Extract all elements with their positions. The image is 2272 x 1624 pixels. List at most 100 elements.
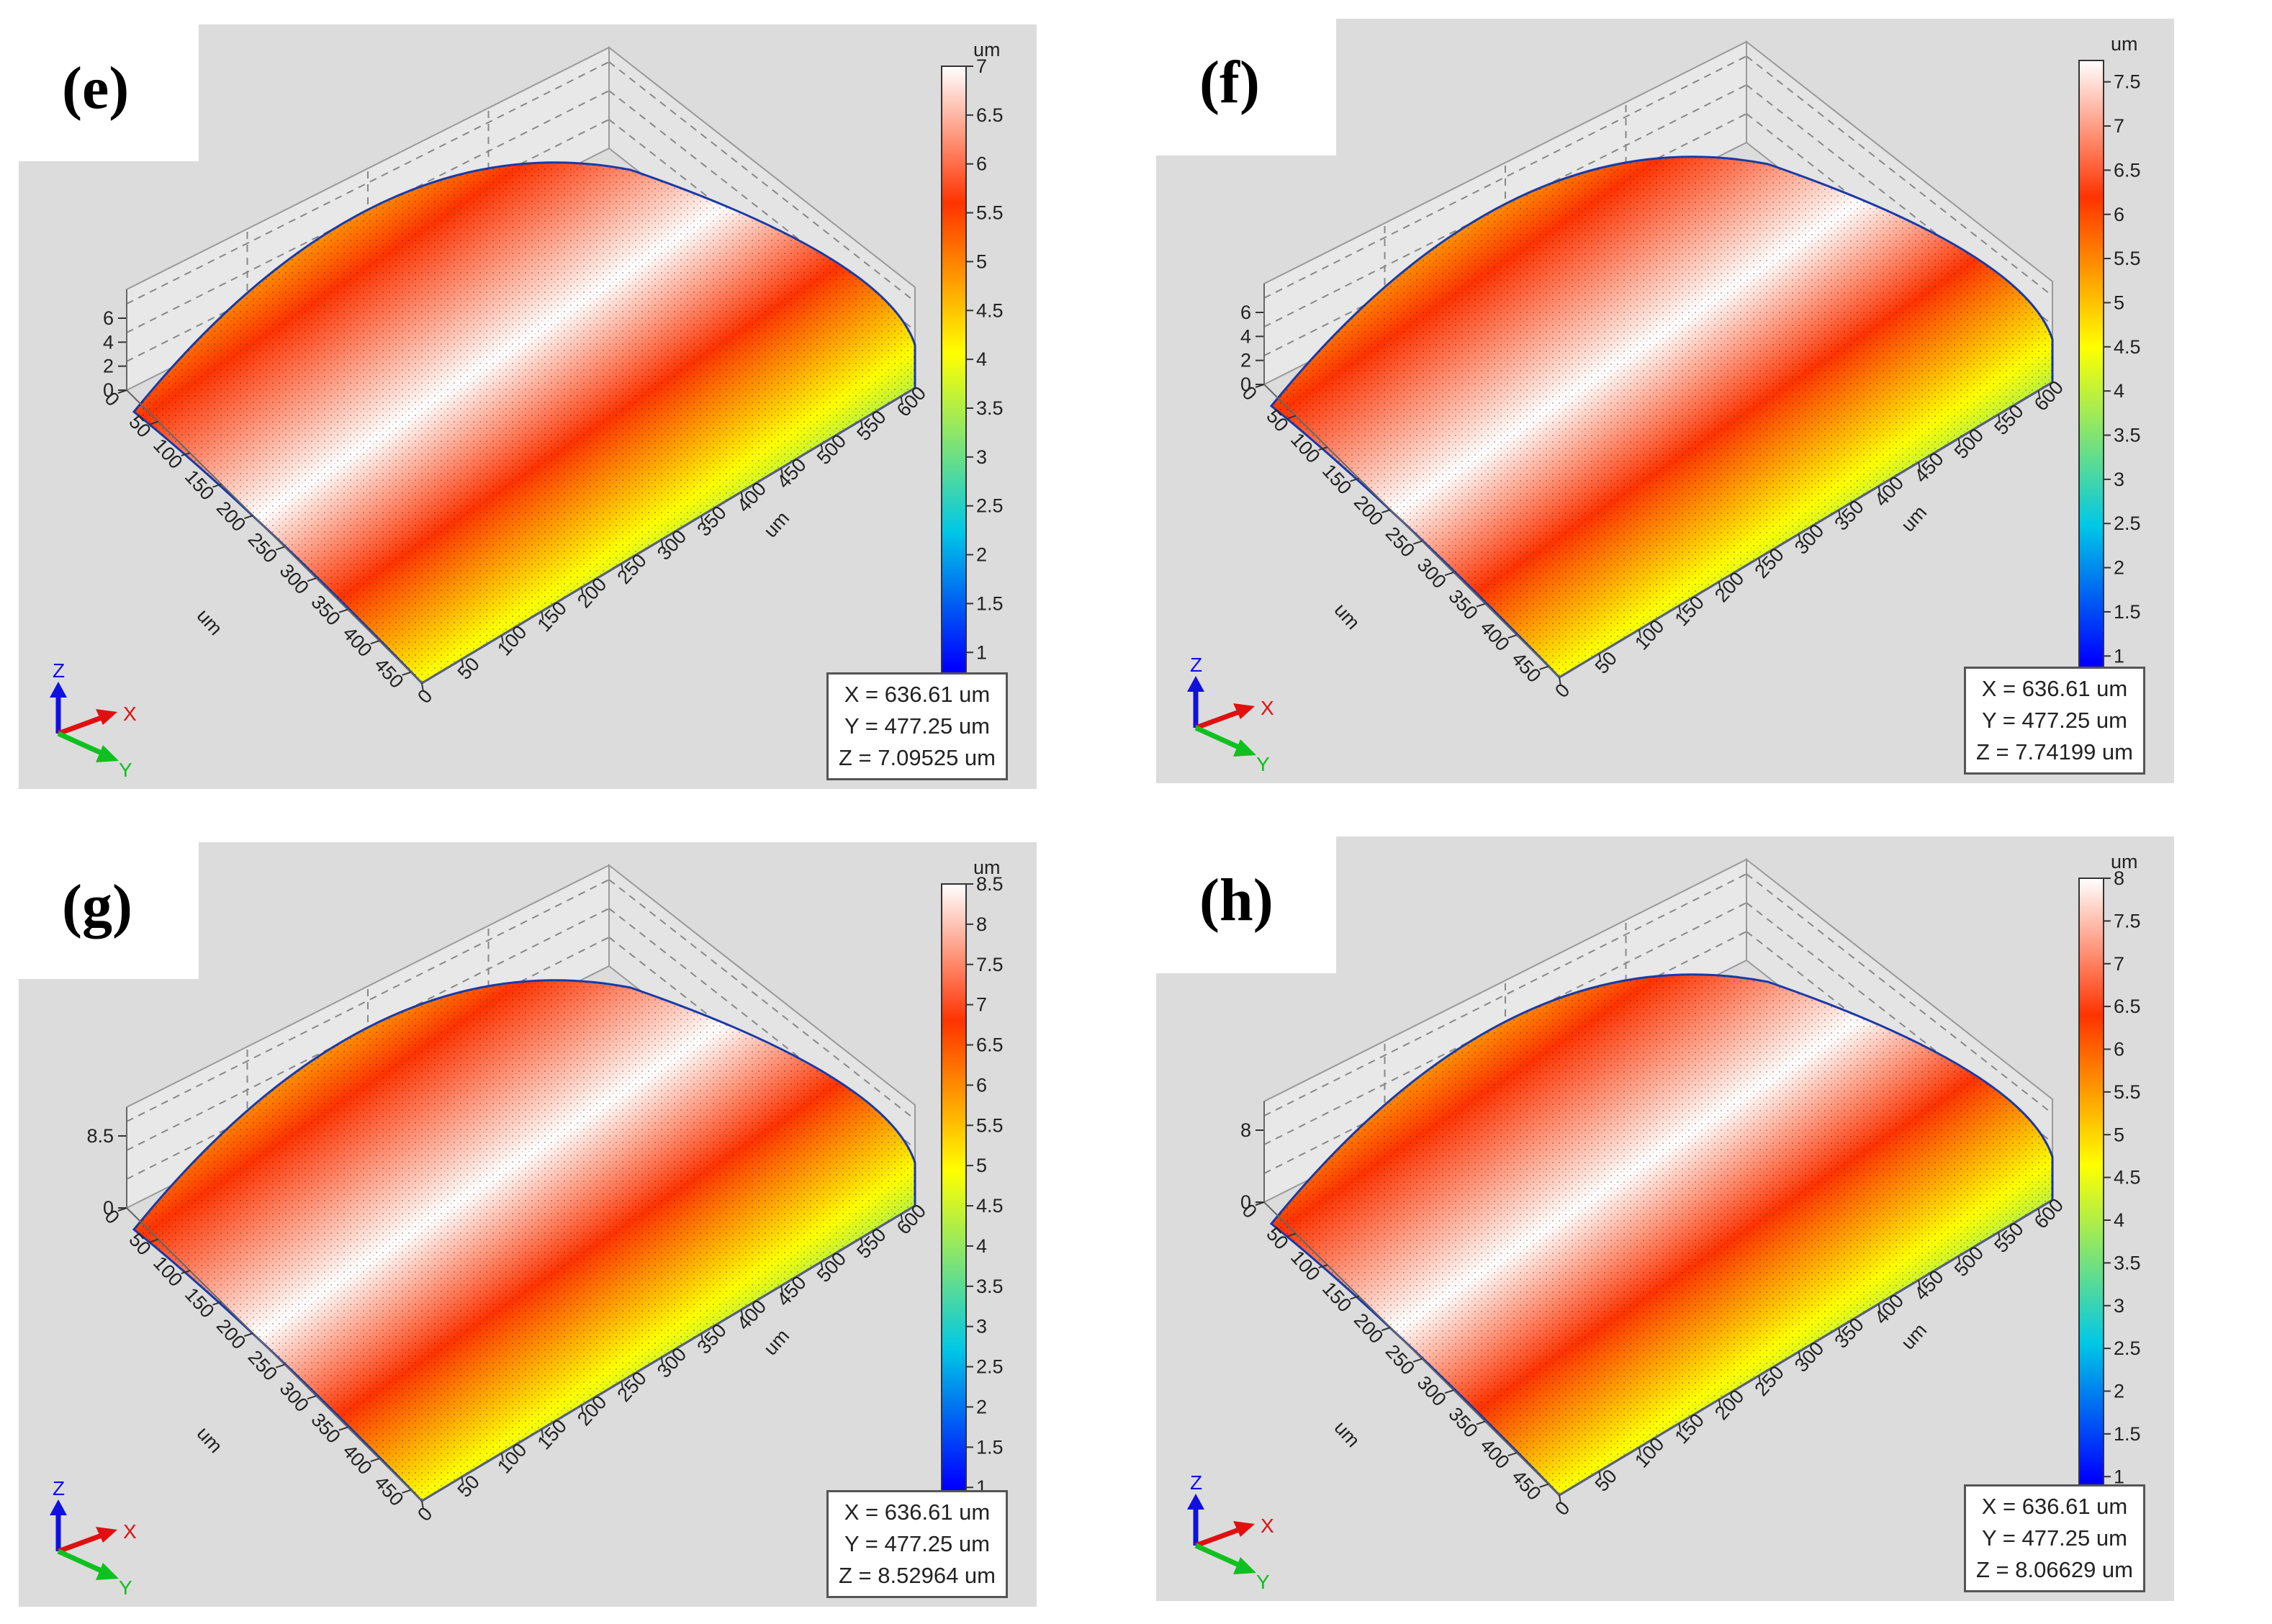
colorbar-unit-label: um <box>973 857 1001 878</box>
colorbar-tick-label: 6.5 <box>2114 159 2141 181</box>
triad-z-label: Z <box>53 1477 65 1499</box>
colorbar-unit-label: um <box>973 39 1001 60</box>
colorbar-tick-label: 7.5 <box>976 954 1004 975</box>
colorbar-tick-label: 7 <box>976 55 987 77</box>
colorbar-tick-label: 4.5 <box>2114 336 2141 358</box>
colorbar-tick-label: 3.5 <box>976 397 1004 419</box>
colorbar-tick-label: 1.5 <box>2114 601 2141 623</box>
readout-line: Z = 7.09525 um <box>839 745 996 770</box>
colorbar-tick-label: 3 <box>2114 1295 2124 1317</box>
colorbar-tick-label: 5.5 <box>2114 248 2141 269</box>
surface-plot: 050100150200250300350400450um05010015020… <box>1187 851 2141 1593</box>
colorbar-unit-label: um <box>2111 33 2138 55</box>
panel-label: (g) <box>19 842 199 979</box>
colorbar-tick-label: 1 <box>976 641 987 663</box>
colorbar-tick-label: 7.5 <box>2114 71 2141 93</box>
coordinate-readout: X = 636.61 um Y = 477.25 um Z = 8.06629 um <box>1964 1484 2145 1592</box>
surface-plot: 050100150200250300350400450um05010015020… <box>1187 33 2141 775</box>
height-surface <box>132 979 916 1502</box>
colorbar-tick-label: 5 <box>976 251 987 272</box>
colorbar-tick-label: 3 <box>976 446 987 468</box>
x-tick-label: 0 <box>1551 1497 1574 1520</box>
colorbar-tick-label: 5.5 <box>976 1114 1004 1136</box>
colorbar-tick-label: 6 <box>2114 1039 2124 1060</box>
panel-label-text: (f) <box>1199 49 1260 116</box>
triad-x-label: X <box>1261 1515 1274 1537</box>
colorbar-tick-label: 7.5 <box>2114 910 2141 931</box>
triad-z-label: Z <box>1190 654 1202 676</box>
z-tick-label: 8 <box>1240 1119 1251 1141</box>
x-axis-label: um <box>1897 502 1931 536</box>
axis-triad-icon: Z X Y <box>50 659 137 781</box>
triad-z-label: Z <box>1190 1471 1202 1494</box>
z-tick-label: 0 <box>103 1197 114 1219</box>
colorbar-tick-label: 3 <box>976 1316 987 1337</box>
triad-z-label: Z <box>53 659 65 682</box>
triad-x-label: X <box>1261 697 1274 719</box>
readout-line: Y = 477.25 um <box>1982 708 2127 733</box>
y-axis-label: um <box>1330 599 1364 633</box>
readout-line: Z = 7.74199 um <box>1976 739 2133 764</box>
x-axis-label: um <box>1897 1320 1931 1354</box>
panel-label: (f) <box>1156 19 1336 155</box>
colorbar-tick-label: 1.5 <box>976 1436 1004 1458</box>
readout-line: X = 636.61 um <box>844 1499 991 1525</box>
colorbar-tick-label: 2 <box>2114 1381 2124 1402</box>
colorbar-tick-label: 3 <box>2114 469 2124 490</box>
readout-line: Y = 477.25 um <box>844 713 990 739</box>
colorbar-tick-label: 6.5 <box>976 104 1004 126</box>
colorbar-tick-label: 4.5 <box>976 299 1004 321</box>
colorbar-tick-label: 2.5 <box>2114 513 2141 534</box>
colorbar-tick-label: 6 <box>976 153 987 175</box>
colorbar-tick-label: 4 <box>976 1235 987 1257</box>
colorbar-tick-label: 5.5 <box>976 202 1004 224</box>
colorbar-tick-label: 3.5 <box>2114 1252 2141 1273</box>
x-axis-label: um <box>759 1325 793 1360</box>
panel-label-text: (e) <box>62 55 130 122</box>
colorbar-unit-label: um <box>2111 851 2138 872</box>
colorbar <box>2078 60 2104 745</box>
panel-label: (e) <box>19 24 199 161</box>
colorbar-tick-label: 2 <box>2114 557 2124 579</box>
triad-y-label: Y <box>1256 1571 1270 1593</box>
readout-line: X = 636.61 um <box>844 682 991 707</box>
triad-x-label: X <box>123 703 137 725</box>
y-axis-label: um <box>1330 1417 1364 1451</box>
y-axis-label: um <box>193 1422 227 1457</box>
z-tick-label: 0 <box>1240 1191 1251 1213</box>
x-axis-label: um <box>759 508 793 542</box>
colorbar-tick-label: 6.5 <box>976 1034 1004 1056</box>
height-surface <box>1269 155 2054 679</box>
colorbar-tick-label: 2.5 <box>976 1356 1004 1378</box>
triad-y-label: Y <box>119 759 132 781</box>
colorbar-tick-label: 1.5 <box>976 592 1004 614</box>
readout-line: X = 636.61 um <box>1981 676 2128 701</box>
colorbar-tick-label: 3.5 <box>2114 425 2141 446</box>
colorbar-tick-label: 4.5 <box>976 1195 1004 1217</box>
panel-label: (h) <box>1156 836 1336 973</box>
readout-line: X = 636.61 um <box>1981 1494 2128 1519</box>
readout-line: Z = 8.06629 um <box>1976 1557 2133 1582</box>
colorbar-tick-label: 8.5 <box>976 873 1004 895</box>
triad-x-label: X <box>123 1520 137 1543</box>
surface-panel-h: 0 50 100 150 200 250 300 350 400 450 um 0 50 100 150 20… <box>1156 836 2174 1601</box>
z-tick-label: 4 <box>103 331 114 353</box>
colorbar-tick-label: 4 <box>976 348 987 370</box>
height-surface <box>132 161 916 685</box>
z-tick-label: 6 <box>1240 302 1251 323</box>
colorbar-tick-label: 5.5 <box>2114 1081 2141 1103</box>
colorbar-tick-label: 6.5 <box>2114 996 2141 1017</box>
readout-line: Y = 477.25 um <box>1982 1525 2127 1551</box>
colorbar-tick-label: 7 <box>2114 115 2124 137</box>
colorbar-tick-label: 3.5 <box>976 1276 1004 1297</box>
z-tick-label: 0 <box>103 379 114 401</box>
colorbar-tick-label: 8 <box>2114 867 2124 889</box>
x-tick-label: 0 <box>413 685 436 708</box>
colorbar-tick-label: 2 <box>976 1396 987 1417</box>
triad-y-label: Y <box>119 1576 132 1599</box>
surface-panel-e: 0 50 100 150 200 250 300 350 400 450 um 0 50 100 150 20… <box>19 24 1037 789</box>
axis-triad-icon: Z X Y <box>1187 654 1274 775</box>
colorbar <box>941 883 967 1569</box>
colorbar-tick-label: 6 <box>976 1074 987 1096</box>
colorbar-tick-label: 5 <box>976 1155 987 1176</box>
